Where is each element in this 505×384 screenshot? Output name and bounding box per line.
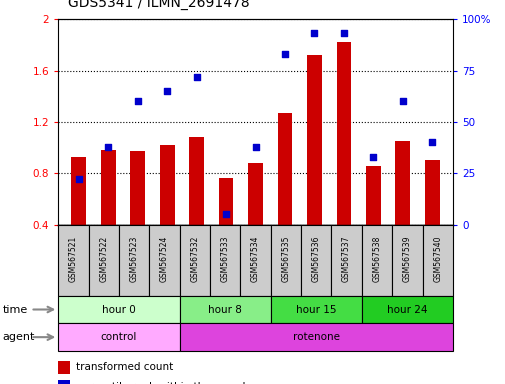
Bar	[149, 225, 179, 296]
Text: GSM567536: GSM567536	[311, 235, 320, 282]
Text: control: control	[100, 332, 137, 342]
Text: time: time	[3, 305, 28, 314]
Bar	[130, 151, 145, 225]
Point	[163, 88, 171, 94]
Bar	[300, 225, 331, 296]
Bar	[218, 179, 233, 225]
Text: hour 15: hour 15	[295, 305, 336, 314]
Text: GSM567540: GSM567540	[432, 235, 441, 282]
Point	[280, 51, 288, 57]
Bar	[58, 296, 179, 323]
Bar	[277, 113, 292, 225]
Point	[427, 139, 435, 146]
Text: GSM567523: GSM567523	[129, 235, 138, 282]
Text: GSM567524: GSM567524	[160, 235, 169, 282]
Text: GSM567522: GSM567522	[99, 236, 108, 282]
Text: GSM567534: GSM567534	[250, 235, 260, 282]
Point	[251, 144, 259, 150]
Point	[192, 74, 200, 80]
Bar	[88, 225, 119, 296]
Bar	[58, 225, 88, 296]
Text: GSM567532: GSM567532	[190, 235, 199, 282]
Text: GDS5341 / ILMN_2691478: GDS5341 / ILMN_2691478	[68, 0, 249, 10]
Text: hour 0: hour 0	[102, 305, 135, 314]
Bar	[179, 323, 452, 351]
Point	[75, 176, 83, 182]
Text: hour 24: hour 24	[386, 305, 427, 314]
Bar	[119, 225, 149, 296]
Bar	[71, 157, 86, 225]
Text: GSM567533: GSM567533	[220, 235, 229, 282]
Bar	[422, 225, 452, 296]
Bar	[270, 296, 361, 323]
Text: GSM567539: GSM567539	[402, 235, 411, 282]
Bar	[336, 42, 350, 225]
Text: rotenone: rotenone	[292, 332, 339, 342]
Bar	[391, 225, 422, 296]
Point	[133, 98, 141, 104]
Point	[310, 30, 318, 36]
Bar	[247, 163, 263, 225]
Point	[398, 98, 406, 104]
Text: GSM567538: GSM567538	[372, 235, 381, 282]
Text: percentile rank within the sample: percentile rank within the sample	[76, 382, 251, 384]
Bar	[424, 161, 439, 225]
Point	[339, 30, 347, 36]
Bar	[179, 296, 270, 323]
Text: hour 8: hour 8	[208, 305, 241, 314]
Text: transformed count: transformed count	[76, 362, 173, 372]
Point	[222, 211, 230, 217]
Text: agent: agent	[3, 332, 35, 342]
Bar	[58, 323, 179, 351]
Bar	[361, 225, 391, 296]
Bar	[210, 225, 240, 296]
Text: GSM567521: GSM567521	[69, 236, 78, 282]
Bar	[331, 225, 361, 296]
Bar	[179, 225, 210, 296]
Point	[369, 154, 377, 160]
Bar	[270, 225, 300, 296]
Text: GSM567537: GSM567537	[341, 235, 350, 282]
Bar	[365, 166, 380, 225]
Bar	[58, 361, 70, 374]
Bar	[160, 145, 174, 225]
Text: GSM567535: GSM567535	[281, 235, 290, 282]
Bar	[58, 380, 70, 384]
Bar	[307, 55, 321, 225]
Bar	[361, 296, 452, 323]
Bar	[240, 225, 270, 296]
Bar	[394, 141, 410, 225]
Point	[104, 144, 112, 150]
Bar	[189, 137, 204, 225]
Bar	[100, 150, 116, 225]
